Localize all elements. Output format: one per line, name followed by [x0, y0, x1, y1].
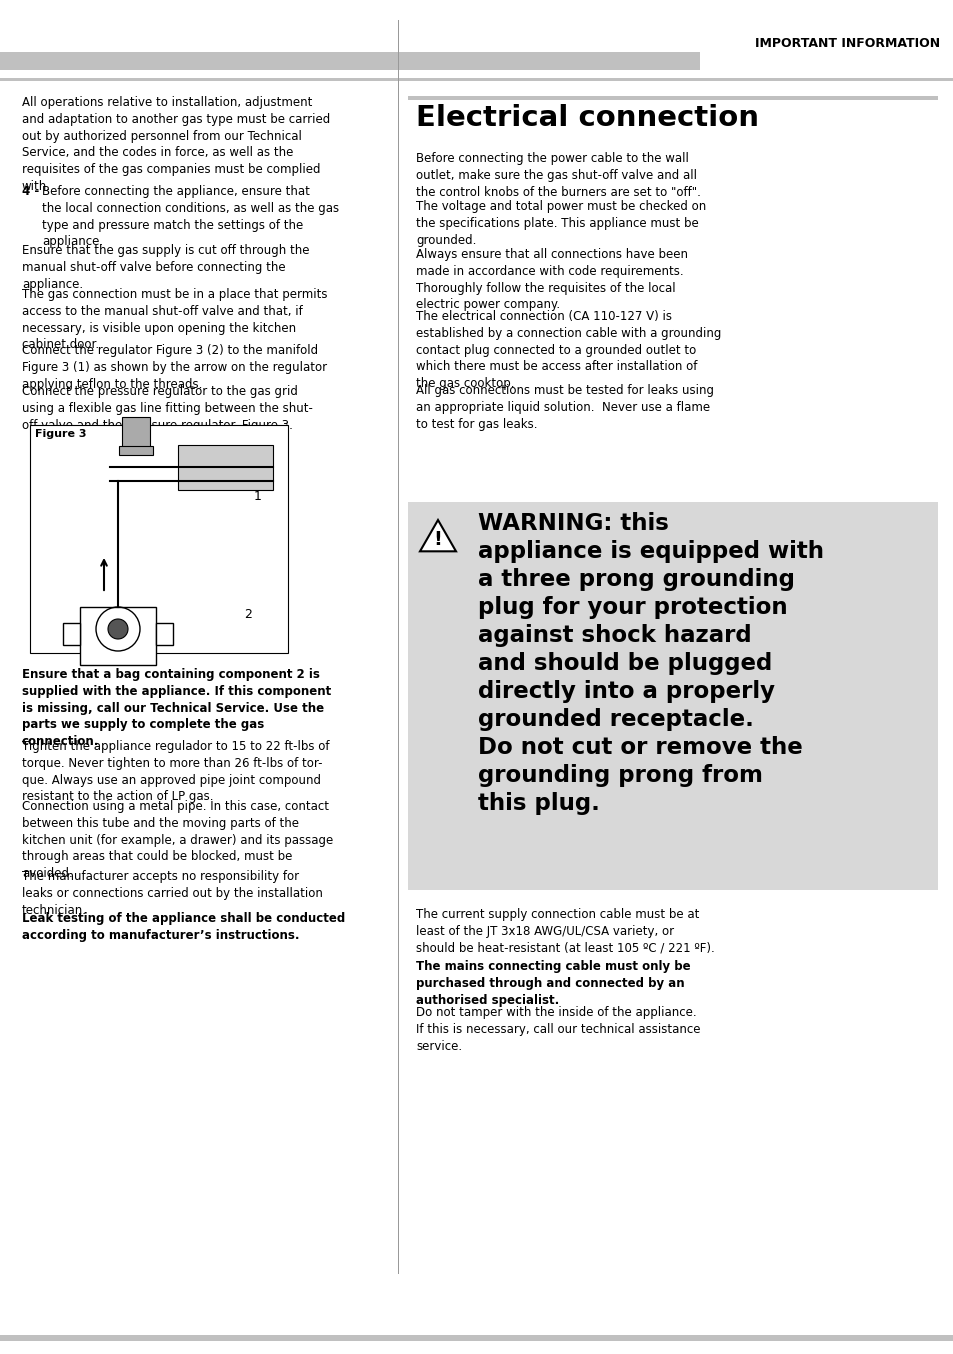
Text: The electrical connection (CA 110-127 V) is
established by a connection cable wi: The electrical connection (CA 110-127 V)…	[416, 310, 720, 390]
Text: Connection using a metal pipe. In this case, contact
between this tube and the m: Connection using a metal pipe. In this c…	[22, 800, 333, 880]
Text: All operations relative to installation, adjustment
and adaptation to another ga: All operations relative to installation,…	[22, 96, 330, 194]
Bar	[156, 623, 172, 645]
Text: !: !	[433, 531, 442, 550]
Bar	[30, 425, 288, 653]
Text: Before connecting the appliance, ensure that
the local connection conditions, as: Before connecting the appliance, ensure …	[42, 185, 338, 248]
Bar	[397, 20, 398, 1274]
Text: Tighten the appliance regulador to 15 to 22 ft-lbs of
torque. Never tighten to m: Tighten the appliance regulador to 15 to…	[22, 741, 329, 803]
Text: Connect the pressure regulator to the gas grid
using a flexible gas line fitting: Connect the pressure regulator to the ga…	[22, 385, 313, 432]
Text: 1: 1	[253, 490, 262, 504]
Text: Figure 3: Figure 3	[35, 429, 87, 439]
Text: 2: 2	[244, 608, 252, 621]
Bar	[122, 417, 150, 447]
Text: Do not tamper with the inside of the appliance.
If this is necessary, call our t: Do not tamper with the inside of the app…	[416, 1006, 700, 1052]
Text: Always ensure that all connections have been
made in accordance with code requir: Always ensure that all connections have …	[416, 248, 687, 311]
Bar	[0, 79, 953, 81]
Text: The mains connecting cable must only be
purchased through and connected by an
au: The mains connecting cable must only be …	[416, 960, 690, 1006]
Bar	[408, 96, 937, 100]
Bar	[178, 445, 273, 490]
Text: Electrical connection: Electrical connection	[416, 104, 759, 131]
Bar	[408, 502, 937, 890]
Text: All gas connections must be tested for leaks using
an appropriate liquid solutio: All gas connections must be tested for l…	[416, 385, 713, 431]
Text: The manufacturer accepts no responsibility for
leaks or connections carried out : The manufacturer accepts no responsibili…	[22, 871, 322, 917]
Polygon shape	[419, 520, 456, 551]
Circle shape	[108, 619, 128, 639]
Bar	[63, 623, 80, 645]
Text: IMPORTANT INFORMATION: IMPORTANT INFORMATION	[754, 37, 939, 50]
Bar	[80, 607, 156, 665]
Bar	[0, 1335, 953, 1340]
Text: Connect the regulator Figure 3 (2) to the manifold
Figure 3 (1) as shown by the : Connect the regulator Figure 3 (2) to th…	[22, 344, 327, 390]
Text: The voltage and total power must be checked on
the specifications plate. This ap: The voltage and total power must be chec…	[416, 200, 705, 246]
Text: Ensure that the gas supply is cut off through the
manual shut-off valve before c: Ensure that the gas supply is cut off th…	[22, 244, 309, 291]
Text: The gas connection must be in a place that permits
access to the manual shut-off: The gas connection must be in a place th…	[22, 288, 327, 352]
Text: Before connecting the power cable to the wall
outlet, make sure the gas shut-off: Before connecting the power cable to the…	[416, 152, 700, 199]
Bar	[0, 51, 700, 70]
Text: Ensure that a bag containing component 2 is
supplied with the appliance. If this: Ensure that a bag containing component 2…	[22, 668, 331, 749]
Text: 4 -: 4 -	[22, 185, 39, 198]
Bar	[119, 445, 152, 455]
Text: The current supply connection cable must be at
least of the JT 3x18 AWG/UL/CSA v: The current supply connection cable must…	[416, 909, 714, 955]
Text: WARNING: this
appliance is equipped with
a three prong grounding
plug for your p: WARNING: this appliance is equipped with…	[477, 512, 823, 815]
Text: Leak testing of the appliance shall be conducted
according to manufacturer’s ins: Leak testing of the appliance shall be c…	[22, 913, 345, 942]
